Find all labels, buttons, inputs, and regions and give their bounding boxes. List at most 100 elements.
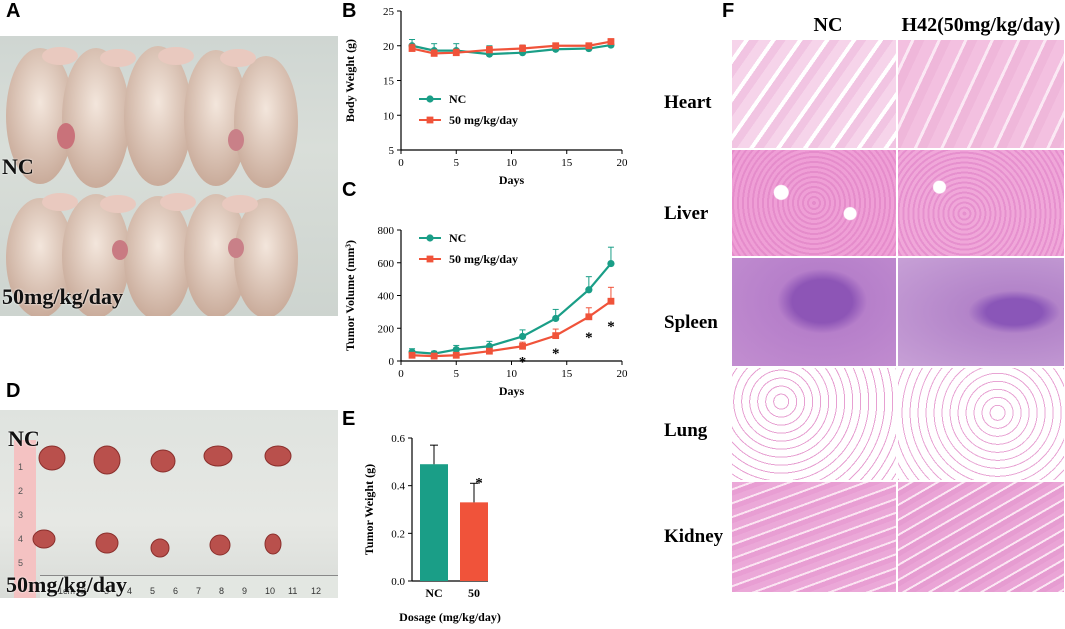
ruler-numbers: 1cm 2 3 4 5 6 7 8 9 10 11 12 bbox=[58, 586, 328, 598]
x-tick-label: 10 bbox=[506, 368, 518, 380]
data-point bbox=[607, 259, 615, 268]
histo-kidney-nc bbox=[732, 482, 896, 592]
ruler-side-number: 4 bbox=[18, 534, 24, 544]
x-tick-label: 20 bbox=[617, 368, 629, 380]
ruler-number: 6 bbox=[173, 586, 179, 596]
y-axis-label: Tumor Volume (mm³) bbox=[343, 240, 357, 351]
ruler-side-number: 3 bbox=[18, 510, 24, 520]
significance-star: * bbox=[552, 346, 560, 362]
data-point bbox=[452, 345, 460, 354]
histo-spleen-treated bbox=[898, 258, 1064, 366]
histo-col-header-treated: H42(50mg/kg/day) bbox=[901, 14, 1061, 36]
ruler-number: 12 bbox=[311, 586, 322, 596]
ruler-vertical bbox=[14, 440, 36, 598]
x-tick-label: 15 bbox=[561, 157, 573, 169]
bar bbox=[420, 464, 448, 581]
legend-label: NC bbox=[449, 92, 466, 106]
significance-star: * bbox=[585, 330, 593, 346]
data-point bbox=[430, 49, 438, 57]
x-tick-label: 5 bbox=[454, 157, 460, 169]
ruler-horizontal bbox=[40, 575, 338, 598]
ruler-side-number: 1 bbox=[18, 462, 24, 472]
data-point bbox=[486, 347, 493, 355]
histo-kidney-treated bbox=[898, 482, 1064, 592]
data-point bbox=[552, 314, 560, 323]
mice-illustration bbox=[6, 46, 298, 316]
significance-star: * bbox=[607, 319, 615, 335]
ruler-number: 11 bbox=[288, 586, 298, 596]
y-tick-label: 15 bbox=[383, 76, 395, 88]
chart-tumor-weight: 0.0 0.2 0.4 0.6 NC 50 * Dosage (mg/kg/day) Tumor… bbox=[362, 433, 501, 624]
y-tick-label: 600 bbox=[378, 258, 395, 270]
ruler-side-numbers: 1 2 3 4 5 bbox=[18, 462, 32, 592]
legend-marker bbox=[426, 116, 434, 124]
histo-row-label-lung: Lung bbox=[664, 420, 708, 441]
y-tick-label: 400 bbox=[378, 291, 395, 303]
histo-heart-treated bbox=[898, 40, 1064, 148]
data-point bbox=[430, 352, 438, 360]
x-tick-label: 20 bbox=[617, 157, 629, 169]
panel-letter-c: C bbox=[342, 179, 357, 201]
y-tick-label: 0 bbox=[389, 356, 395, 368]
ruler-number: 3 bbox=[104, 586, 110, 596]
mice-photo: NC 50mg/kg/day bbox=[0, 36, 338, 316]
y-tick-label: 0.0 bbox=[391, 576, 405, 588]
histo-liver-nc bbox=[732, 150, 896, 256]
ruler-side-number: 5 bbox=[18, 558, 24, 568]
data-point bbox=[585, 313, 593, 321]
y-axis-label: Tumor Weight (g) bbox=[362, 464, 376, 555]
series-line bbox=[411, 262, 612, 355]
panel-letter-f: F bbox=[722, 0, 735, 22]
data-point bbox=[552, 42, 560, 50]
panel-letter-e: E bbox=[342, 408, 356, 430]
x-axis-label: Days bbox=[499, 384, 525, 398]
legend-marker bbox=[426, 95, 434, 103]
histo-row-label-liver: Liver bbox=[664, 203, 709, 224]
y-tick-label: 200 bbox=[378, 323, 395, 335]
data-point bbox=[408, 45, 416, 52]
legend-label: 50 mg/kg/day bbox=[449, 113, 518, 127]
data-point bbox=[585, 286, 593, 294]
legend-marker bbox=[426, 234, 434, 242]
tumors-treated-label: 50mg/kg/day bbox=[6, 572, 128, 597]
x-tick-label: 5 bbox=[454, 368, 460, 380]
legend-marker bbox=[426, 255, 434, 263]
histo-row-label-kidney: Kidney bbox=[664, 526, 724, 547]
y-tick-label: 10 bbox=[383, 110, 395, 122]
panel-letter-a: A bbox=[6, 0, 21, 22]
data-point bbox=[607, 38, 615, 45]
x-tick-label: 0 bbox=[398, 157, 404, 169]
ruler-number: 1cm bbox=[58, 586, 76, 596]
legend-label: 50 mg/kg/day bbox=[449, 252, 518, 266]
panel-letter-d: D bbox=[6, 380, 21, 402]
histo-spleen-nc bbox=[732, 258, 896, 366]
data-point bbox=[486, 46, 493, 54]
ruler-number: 9 bbox=[242, 586, 248, 596]
x-tick-label: 50 bbox=[468, 586, 480, 600]
histo-lung-treated bbox=[898, 368, 1064, 480]
ruler-number: 7 bbox=[196, 586, 202, 596]
mice-treated-label: 50mg/kg/day bbox=[2, 284, 124, 309]
significance-star: * bbox=[519, 354, 527, 370]
y-tick-label: 800 bbox=[378, 225, 395, 237]
y-tick-label: 5 bbox=[389, 145, 395, 157]
x-tick-label: 10 bbox=[506, 157, 518, 169]
y-tick-label: 20 bbox=[383, 41, 395, 53]
ruler-side-number: 2 bbox=[18, 486, 24, 496]
ruler-number: 4 bbox=[127, 586, 133, 596]
histo-heart-nc bbox=[732, 40, 896, 148]
histo-row-label-spleen: Spleen bbox=[664, 312, 718, 333]
x-axis-label: Days bbox=[499, 173, 525, 187]
histo-lung-nc bbox=[732, 368, 896, 480]
x-tick-label: 0 bbox=[398, 368, 404, 380]
data-point bbox=[408, 351, 416, 359]
y-tick-label: 0.2 bbox=[391, 528, 405, 540]
y-axis-label: Body Weight (g) bbox=[343, 39, 357, 122]
ruler-number: 8 bbox=[219, 586, 225, 596]
series-line bbox=[411, 40, 612, 55]
y-tick-label: 0.6 bbox=[391, 433, 405, 445]
significance-star: * bbox=[475, 475, 483, 491]
ruler-number: 5 bbox=[150, 586, 156, 596]
